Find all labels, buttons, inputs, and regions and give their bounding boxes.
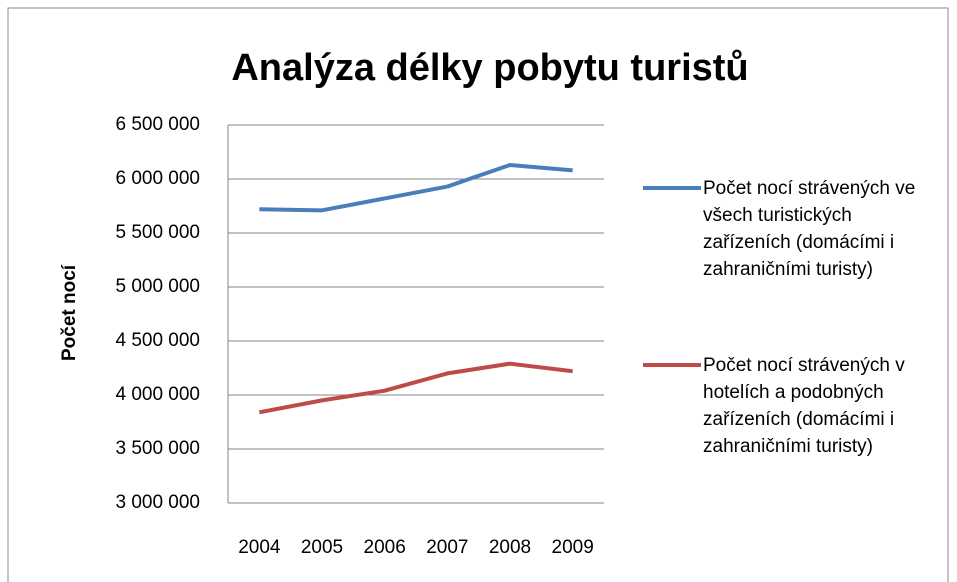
x-tick-label: 2004 xyxy=(238,537,281,558)
chart-title: Analýza délky pobytu turistů xyxy=(231,47,748,89)
chart-frame xyxy=(7,7,949,582)
y-tick-label: 6 500 000 xyxy=(115,114,200,135)
y-tick-label: 5 500 000 xyxy=(115,222,200,243)
x-tick-label: 2009 xyxy=(552,537,594,558)
legend-label: Počet nocí strávených v hotelích a podob… xyxy=(703,355,905,457)
y-tick-label: 3 500 000 xyxy=(115,438,200,459)
y-tick-label: 4 500 000 xyxy=(115,330,200,351)
y-tick-label: 5 000 000 xyxy=(115,276,200,297)
x-tick-label: 2005 xyxy=(301,537,343,558)
data-line xyxy=(258,361,573,415)
x-tick-label: 2006 xyxy=(364,537,406,558)
y-tick-label: 6 000 000 xyxy=(115,168,200,189)
data-line xyxy=(259,162,573,213)
y-tick-label: 3 000 000 xyxy=(115,492,200,513)
legend-label: Počet nocí strávených ve všech turistick… xyxy=(703,178,916,280)
x-tick-label: 2008 xyxy=(489,537,531,558)
y-axis-label: Počet nocí xyxy=(59,264,80,361)
y-tick-label: 4 000 000 xyxy=(115,384,200,405)
x-tick-label: 2007 xyxy=(426,537,468,558)
